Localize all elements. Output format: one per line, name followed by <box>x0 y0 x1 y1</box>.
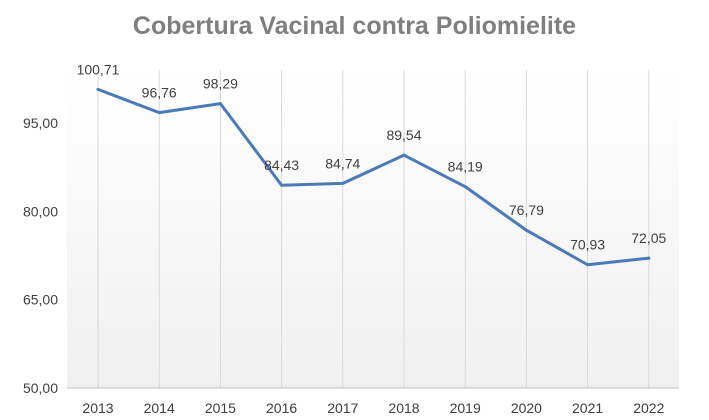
x-tick-label: 2016 <box>266 400 297 416</box>
data-label: 98,29 <box>203 76 238 92</box>
data-label: 89,54 <box>386 127 421 143</box>
series-line <box>96 87 651 267</box>
x-tick-label: 2020 <box>511 400 542 416</box>
axes: 50,00 65,00 80,00 95,00 2013 2014 2015 2016 2017… <box>23 115 679 416</box>
data-point <box>647 256 651 260</box>
data-label: 70,93 <box>570 237 605 253</box>
y-tick-label: 80,00 <box>23 203 58 219</box>
x-tick-label: 2018 <box>388 400 419 416</box>
plot-background <box>67 70 679 388</box>
data-point <box>218 102 222 106</box>
data-point <box>280 183 284 187</box>
data-point <box>157 111 161 115</box>
data-point <box>96 87 100 91</box>
data-point <box>402 153 406 157</box>
x-tick-label: 2015 <box>205 400 236 416</box>
data-point <box>341 181 345 185</box>
data-point <box>463 185 467 189</box>
x-tick-label: 2013 <box>82 400 113 416</box>
data-point <box>586 263 590 267</box>
data-label: 84,74 <box>325 155 360 171</box>
y-tick-label: 65,00 <box>23 292 58 308</box>
y-tick-label: 50,00 <box>23 380 58 396</box>
x-tick-label: 2022 <box>633 400 664 416</box>
x-tick-label: 2017 <box>327 400 358 416</box>
data-label: 72,05 <box>631 230 666 246</box>
data-label: 96,76 <box>142 85 177 101</box>
x-tick-label: 2014 <box>144 400 175 416</box>
data-label: 76,79 <box>509 202 544 218</box>
x-tick-label: 2019 <box>450 400 481 416</box>
data-labels: 100,71 96,76 98,29 84,43 84,74 89,54 84,19 76,7… <box>77 61 667 252</box>
chart-title: Cobertura Vacinal contra Poliomielite <box>132 12 577 40</box>
data-point <box>524 228 528 232</box>
y-tick-label: 95,00 <box>23 115 58 131</box>
x-tick-label: 2021 <box>572 400 603 416</box>
data-label: 100,71 <box>77 61 120 77</box>
data-label: 84,19 <box>448 159 483 175</box>
data-label: 84,43 <box>264 157 299 173</box>
series-group <box>96 87 651 267</box>
